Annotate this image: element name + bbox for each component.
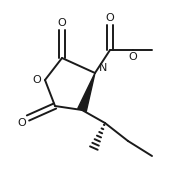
Text: O: O: [129, 52, 137, 62]
Polygon shape: [78, 73, 95, 111]
Text: O: O: [33, 75, 41, 85]
Text: O: O: [18, 118, 26, 128]
Text: N: N: [99, 63, 107, 73]
Text: O: O: [58, 18, 66, 28]
Text: O: O: [106, 13, 114, 23]
